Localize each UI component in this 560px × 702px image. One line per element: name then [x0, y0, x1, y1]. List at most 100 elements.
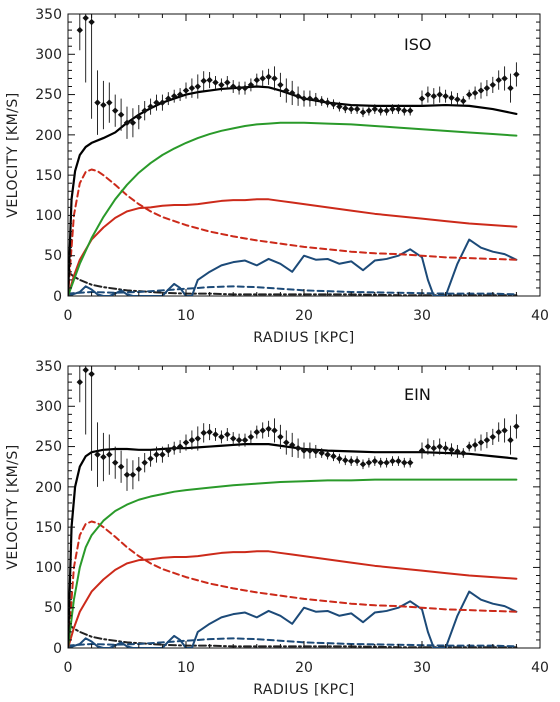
- data-point: [88, 370, 95, 378]
- data-point: [430, 92, 437, 100]
- x-tick-label: 0: [64, 660, 73, 676]
- data-point: [194, 83, 201, 90]
- data-point: [112, 459, 119, 466]
- x-tick-label: 40: [531, 660, 549, 676]
- data-point: [407, 107, 414, 114]
- data-point: [430, 444, 437, 452]
- data-point: [483, 436, 491, 444]
- data-point: [289, 441, 296, 449]
- x-tick-label: 10: [177, 660, 195, 676]
- data-point: [182, 439, 190, 446]
- y-tick-label: 350: [35, 359, 62, 375]
- data-point: [230, 83, 237, 90]
- data-point: [241, 84, 249, 92]
- disk-curve: [68, 198, 518, 296]
- data-point: [312, 448, 319, 455]
- data-point: [123, 119, 131, 126]
- data-point: [359, 109, 367, 116]
- data-point: [324, 99, 331, 106]
- data-point: [159, 451, 166, 458]
- x-tick-label: 30: [413, 308, 431, 324]
- x-tick-labels: 0 10 20 30 40: [64, 660, 549, 676]
- data-point: [247, 433, 255, 441]
- data-point: [153, 99, 160, 106]
- data-point: [147, 455, 154, 462]
- data-point: [212, 431, 219, 438]
- data-point: [94, 99, 101, 106]
- tick-marks: [67, 13, 541, 297]
- data-point: [477, 87, 485, 94]
- data-point: [300, 95, 308, 102]
- data-point: [165, 95, 172, 102]
- data-point: [312, 96, 319, 103]
- x-tick-label: 0: [64, 308, 73, 324]
- data-point: [253, 428, 260, 436]
- data-point: [513, 423, 520, 430]
- y-tick-label: 100: [35, 560, 62, 576]
- data-point: [235, 84, 243, 92]
- data-point: [365, 107, 373, 114]
- data-point: [159, 99, 166, 106]
- data-point: [395, 457, 402, 465]
- data-point: [460, 97, 467, 105]
- observed-data: [76, 14, 520, 139]
- y-tick-label: 200: [35, 480, 62, 496]
- halo-curve: [68, 478, 518, 648]
- data-point: [365, 459, 373, 466]
- y-axis-label: VELOCITY [KM/S]: [5, 444, 21, 570]
- data-point: [448, 94, 455, 101]
- data-point: [377, 459, 384, 466]
- y-tick-label: 250: [35, 87, 62, 103]
- x-tick-labels: 0 10 20 30 40: [64, 308, 549, 324]
- data-point: [271, 427, 278, 434]
- data-point: [294, 92, 302, 100]
- panel-title: EIN: [404, 385, 431, 404]
- data-point: [448, 446, 455, 453]
- data-point: [247, 81, 255, 89]
- data-point: [76, 378, 83, 386]
- data-point: [147, 103, 154, 110]
- data-point: [300, 447, 308, 454]
- y-tick-label: 200: [35, 128, 62, 144]
- data-point: [94, 451, 101, 458]
- y-tick-label: 150: [35, 168, 62, 184]
- data-point: [123, 471, 131, 478]
- y-tick-label: 0: [53, 641, 62, 657]
- data-point: [507, 84, 514, 92]
- data-point: [100, 453, 107, 461]
- data-point: [259, 427, 266, 434]
- data-point: [330, 101, 337, 108]
- data-point: [483, 84, 491, 92]
- data-point: [407, 459, 414, 466]
- data-point: [135, 465, 142, 473]
- data-point: [176, 91, 184, 98]
- data-point: [507, 436, 514, 444]
- data-point: [82, 366, 89, 374]
- data-point: [330, 453, 337, 460]
- x-tick-label: 20: [295, 308, 313, 324]
- plot-contents: [68, 14, 520, 296]
- data-point: [135, 113, 142, 121]
- data-point: [289, 89, 296, 97]
- data-point: [454, 448, 461, 455]
- panel-iso: ISO 0 10 20 30 40 0 50 100 150 200 250 3…: [5, 7, 549, 346]
- data-point: [477, 439, 485, 446]
- data-point: [171, 92, 178, 100]
- x-axis-label: RADIUS [KPC]: [253, 330, 355, 346]
- data-point: [501, 427, 508, 434]
- y-tick-label: 300: [35, 47, 62, 63]
- data-point: [389, 457, 396, 465]
- plot-contents: [68, 366, 520, 648]
- data-point: [283, 439, 290, 446]
- data-point: [235, 436, 243, 444]
- data-point: [489, 433, 496, 441]
- data-point: [188, 436, 196, 444]
- plot-area: [67, 365, 541, 649]
- data-point: [489, 81, 496, 89]
- observed-data: [76, 366, 520, 491]
- data-point: [424, 443, 432, 450]
- data-point: [471, 89, 479, 97]
- gas-curve: [68, 590, 518, 648]
- data-point: [218, 433, 225, 441]
